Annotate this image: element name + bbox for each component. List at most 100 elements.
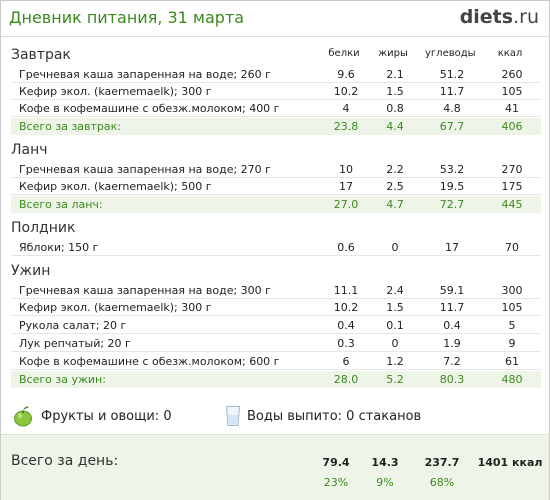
column-fat: жиры: [378, 48, 408, 59]
fat-value: 2.2: [386, 163, 404, 176]
day-protein-percent: 23%: [323, 476, 349, 489]
kcal-value: 105: [501, 301, 523, 314]
carbs-value: 11.7: [439, 301, 465, 314]
protein-total: 23.8: [333, 120, 359, 133]
column-kcal: ккал: [497, 48, 523, 59]
food-name: Лук репчатый; 20 г: [19, 337, 131, 350]
kcal-value: 41: [505, 102, 519, 115]
fat-total: 5.2: [386, 373, 404, 386]
fat-value: 0: [391, 241, 399, 254]
day-total-label: Всего за день:: [11, 453, 119, 469]
brand-main: diets: [459, 6, 514, 28]
meal-total-row: Всего за ланч: 27.0 4.7 72.7 445: [11, 196, 541, 213]
column-headers: белки жиры углеводы ккал: [1, 48, 550, 62]
carbs-total: 72.7: [439, 198, 465, 211]
protein-total: 27.0: [333, 198, 359, 211]
carbs-value: 1.9: [443, 337, 461, 350]
column-carbs: углеводы: [425, 48, 476, 59]
day-fat-percent: 9%: [376, 476, 394, 489]
meal-total-row: Всего за завтрак: 23.8 4.4 67.7 406: [11, 118, 541, 135]
table-row: Кофе в кофемашине с обезж.молоком; 400 г…: [11, 100, 541, 117]
carbs-value: 19.5: [439, 180, 465, 193]
water-count: Воды выпито: 0 стаканов: [247, 409, 422, 424]
meal-title-breakfast: Завтрак: [11, 47, 71, 63]
table-row: Кефир экол. (kaernemaelk); 300 г 10.2 1.…: [11, 299, 541, 316]
food-name: Кофе в кофемашине с обезж.молоком; 400 г: [19, 102, 280, 115]
kcal-total: 480: [501, 373, 523, 386]
table-row: Гречневая каша запаренная на воде; 260 г…: [11, 66, 541, 83]
food-name: Рукола салат; 20 г: [19, 319, 127, 332]
meal-total-row: Всего за ужин: 28.0 5.2 80.3 480: [11, 371, 541, 388]
day-carbs: 237.7: [424, 456, 460, 469]
day-total: Всего за день: 79.4 14.3 237.7 1401 ккал…: [1, 434, 549, 500]
fat-value: 0.8: [386, 102, 404, 115]
fat-value: 1.5: [386, 301, 404, 314]
protein-value: 11.1: [333, 284, 359, 297]
food-name: Гречневая каша запаренная на воде; 260 г: [19, 68, 271, 81]
carbs-value: 51.2: [439, 68, 465, 81]
carbs-total: 80.3: [439, 373, 465, 386]
day-protein: 79.4: [322, 456, 350, 469]
brand-suffix: .ru: [513, 6, 539, 28]
fat-value: 1.2: [386, 355, 404, 368]
protein-value: 10.2: [333, 85, 359, 98]
meal-title-snack: Полдник: [11, 220, 76, 236]
kcal-value: 5: [508, 319, 516, 332]
table-row: Яблоки; 150 г 0.6 0 17 70: [11, 239, 541, 256]
protein-value: 10.2: [333, 301, 359, 314]
carbs-total: 67.7: [439, 120, 465, 133]
protein-value: 0.6: [337, 241, 355, 254]
fat-value: 0.1: [386, 319, 404, 332]
protein-value: 17: [339, 180, 353, 193]
protein-value: 10: [339, 163, 353, 176]
carbs-value: 4.8: [443, 102, 461, 115]
kcal-value: 9: [508, 337, 516, 350]
food-name: Яблоки; 150 г: [19, 241, 99, 254]
protein-value: 4: [342, 102, 350, 115]
table-row: Кофе в кофемашине с обезж.молоком; 600 г…: [11, 353, 541, 370]
fat-value: 2.5: [386, 180, 404, 193]
meal-total-label: Всего за завтрак:: [19, 120, 122, 133]
day-kcal: 1401 ккал: [477, 456, 543, 469]
glass-icon: [225, 406, 241, 426]
protein-total: 28.0: [333, 373, 359, 386]
table-row: Кефир экол. (kaernemaelk); 300 г 10.2 1.…: [11, 83, 541, 100]
carbs-value: 11.7: [439, 85, 465, 98]
protein-value: 9.6: [337, 68, 355, 81]
carbs-value: 7.2: [443, 355, 461, 368]
table-row: Рукола салат; 20 г 0.4 0.1 0.4 5: [11, 317, 541, 334]
fat-total: 4.4: [386, 120, 404, 133]
fat-total: 4.7: [386, 198, 404, 211]
meal-total-label: Всего за ланч:: [19, 198, 103, 211]
carbs-value: 53.2: [439, 163, 465, 176]
apple-icon: [14, 406, 32, 427]
kcal-value: 300: [501, 284, 523, 297]
brand-logo[interactable]: diets.ru: [460, 6, 539, 28]
kcal-value: 105: [501, 85, 523, 98]
table-row: Гречневая каша запаренная на воде; 270 г…: [11, 161, 541, 178]
extras-row: Фрукты и овощи: 0 Воды выпито: 0 стакано…: [1, 402, 550, 432]
food-name: Кефир экол. (kaernemaelk); 300 г: [19, 301, 212, 314]
carbs-value: 17: [445, 241, 459, 254]
header: Дневник питания, 31 марта diets.ru: [1, 1, 549, 37]
food-name: Гречневая каша запаренная на воде; 270 г: [19, 163, 271, 176]
column-protein: белки: [328, 48, 360, 59]
fat-value: 0: [391, 337, 399, 350]
kcal-total: 445: [501, 198, 523, 211]
fruit-veg-count: Фрукты и овощи: 0: [41, 409, 172, 424]
fat-value: 1.5: [386, 85, 404, 98]
table-row: Лук репчатый; 20 г 0.3 0 1.9 9: [11, 335, 541, 352]
kcal-value: 70: [505, 241, 519, 254]
carbs-value: 59.1: [439, 284, 465, 297]
kcal-value: 270: [501, 163, 523, 176]
day-fat: 14.3: [371, 456, 399, 469]
kcal-value: 61: [505, 355, 519, 368]
food-name: Кофе в кофемашине с обезж.молоком; 600 г: [19, 355, 280, 368]
protein-value: 0.4: [337, 319, 355, 332]
day-carbs-percent: 68%: [429, 476, 455, 489]
protein-value: 0.3: [337, 337, 355, 350]
table-row: Гречневая каша запаренная на воде; 300 г…: [11, 282, 541, 299]
carbs-value: 0.4: [443, 319, 461, 332]
food-name: Кефир экол. (kaernemaelk); 500 г: [19, 180, 212, 193]
